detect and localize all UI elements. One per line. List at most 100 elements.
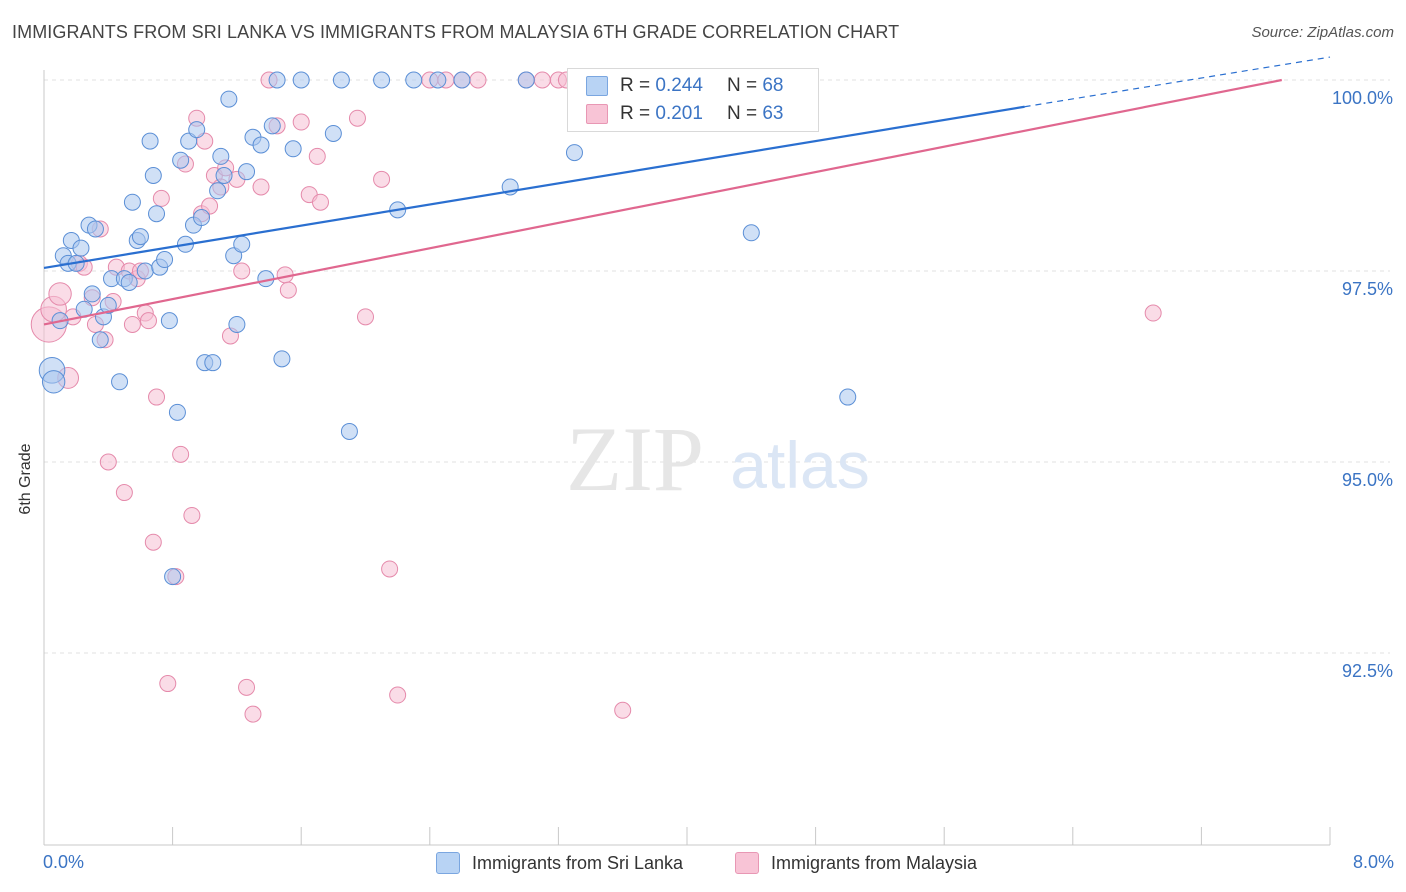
point-malaysia [139, 312, 157, 330]
trend-line-srilanka [43, 105, 1025, 270]
point-malaysia [159, 675, 177, 693]
y-tick-label: 100.0% [1332, 88, 1393, 108]
point-srilanka [263, 117, 281, 135]
point-malaysia [99, 453, 117, 471]
point-malaysia [148, 388, 166, 406]
point-srilanka [172, 151, 190, 169]
y-axis-label: 6th Grade [17, 443, 34, 515]
y-tick-label: 92.5% [1342, 661, 1393, 681]
point-malaysia [348, 109, 366, 127]
point-srilanka [742, 224, 760, 242]
watermark: ZIP atlas [566, 408, 870, 510]
point-srilanka [204, 354, 222, 372]
point-malaysia [48, 282, 72, 306]
series-malaysia-points [30, 71, 1162, 723]
point-srilanka [136, 262, 154, 280]
point-srilanka [141, 132, 159, 150]
point-srilanka [144, 167, 162, 184]
point-malaysia [311, 193, 329, 211]
legend-n-label: N = [726, 75, 758, 96]
point-srilanka [453, 71, 471, 89]
point-srilanka [156, 251, 174, 269]
point-malaysia [279, 281, 297, 299]
legend-r-value: 0.244 [655, 75, 703, 96]
point-malaysia [152, 189, 170, 207]
trend-line-srilanka-extension [1024, 56, 1331, 108]
series-legend: Immigrants from Sri Lanka Immigrants fro… [0, 852, 1406, 878]
point-srilanka [373, 71, 391, 89]
point-srilanka [233, 235, 251, 253]
legend-swatch-malaysia [586, 104, 608, 124]
point-srilanka [228, 315, 246, 333]
point-srilanka [83, 285, 101, 303]
point-srilanka [111, 373, 129, 391]
point-srilanka [252, 136, 270, 154]
legend-swatch-srilanka [586, 76, 608, 96]
point-srilanka [131, 228, 149, 246]
point-malaysia [115, 484, 133, 502]
point-malaysia [373, 170, 391, 188]
point-malaysia [144, 533, 162, 551]
point-srilanka [429, 71, 447, 89]
point-srilanka [99, 296, 117, 314]
point-malaysia [469, 71, 487, 89]
chart-title: IMMIGRANTS FROM SRI LANKA VS IMMIGRANTS … [12, 22, 900, 42]
point-srilanka [284, 140, 302, 158]
x-tick-label-max: 8.0% [1352, 852, 1394, 872]
legend-n-value: 63 [762, 103, 784, 124]
point-srilanka [292, 71, 310, 89]
legend-n-value: 68 [762, 75, 784, 96]
y-tick-labels: 92.5% 95.0% 97.5% 100.0% [1332, 88, 1393, 681]
point-srilanka [123, 193, 141, 211]
point-malaysia [252, 178, 270, 196]
point-malaysia [183, 506, 201, 524]
legend-n-label: N = [726, 103, 758, 124]
point-srilanka [188, 121, 206, 139]
legend-r-value: 0.201 [655, 103, 703, 124]
point-srilanka [517, 71, 535, 89]
point-srilanka [220, 90, 238, 108]
point-srilanka [405, 71, 423, 89]
point-srilanka [340, 422, 358, 440]
point-srilanka [268, 71, 286, 89]
legend-item-malaysia: Immigrants from Malaysia [735, 852, 977, 874]
legend-row-malaysia: R = 0.201 N = 63 [586, 102, 783, 126]
x-tick-label-min: 0.0% [43, 852, 85, 872]
trend-lines [43, 56, 1331, 326]
point-srilanka [120, 273, 138, 291]
point-srilanka [209, 182, 227, 200]
point-srilanka [273, 350, 291, 368]
legend-swatch-srilanka [436, 852, 460, 874]
point-malaysia [233, 262, 251, 280]
stats-legend: R = 0.244 N = 68 R = 0.201 N = 63 [567, 68, 819, 132]
legend-r-label: R = [620, 75, 651, 96]
point-malaysia [1144, 304, 1162, 322]
point-srilanka [91, 331, 109, 349]
legend-item-srilanka: Immigrants from Sri Lanka [436, 852, 683, 874]
series-srilanka-points [38, 71, 857, 586]
legend-r-label: R = [620, 103, 651, 124]
legend-label-srilanka: Immigrants from Sri Lanka [472, 852, 684, 873]
source-label: Source: ZipAtlas.com [1251, 24, 1394, 41]
axes [43, 70, 1331, 846]
point-srilanka [72, 239, 90, 257]
point-malaysia [238, 678, 256, 696]
point-srilanka [41, 370, 66, 394]
legend-swatch-malaysia [735, 852, 759, 874]
point-srilanka [168, 403, 186, 421]
point-srilanka [160, 312, 178, 330]
point-malaysia [389, 686, 407, 704]
y-tick-label: 97.5% [1342, 279, 1393, 299]
point-malaysia [123, 315, 141, 333]
legend-label-malaysia: Immigrants from Malaysia [771, 852, 978, 873]
point-srilanka [148, 205, 166, 223]
point-malaysia [292, 113, 310, 131]
point-malaysia [614, 701, 632, 719]
point-malaysia [381, 560, 399, 578]
point-srilanka [215, 167, 233, 184]
point-malaysia [533, 71, 551, 89]
point-srilanka [164, 568, 182, 586]
y-tick-label: 95.0% [1342, 470, 1393, 490]
point-srilanka [332, 71, 350, 89]
